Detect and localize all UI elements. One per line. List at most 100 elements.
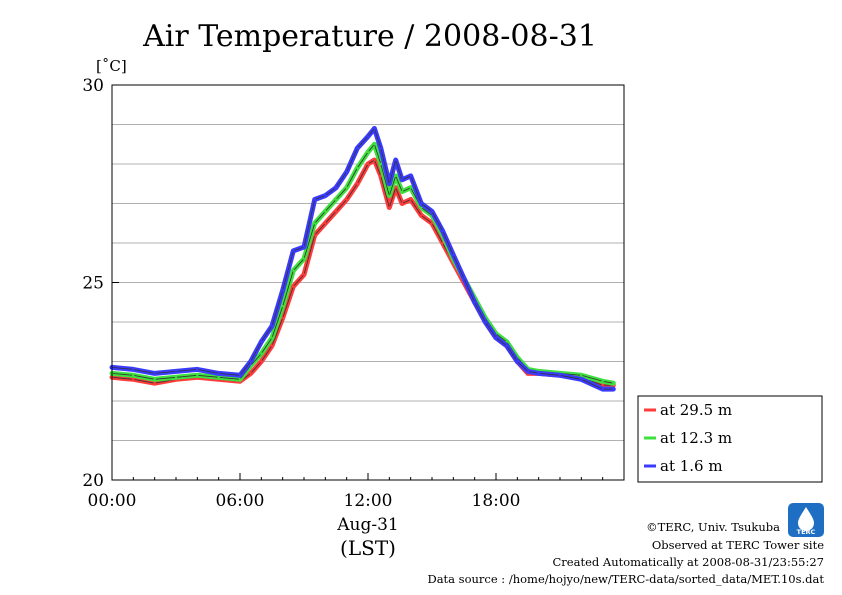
- data-point: [612, 387, 615, 391]
- chart-title: Air Temperature / 2008-08-31: [142, 19, 597, 54]
- data-point: [292, 285, 295, 288]
- legend-label: at 1.6 m: [660, 457, 723, 475]
- data-point: [394, 174, 397, 178]
- grid: [112, 124, 624, 441]
- data-point: [420, 202, 423, 205]
- data-point: [373, 143, 376, 146]
- data-point: [373, 127, 376, 130]
- legend-label: at 29.5 m: [660, 401, 732, 419]
- data-point: [388, 182, 391, 185]
- logo-text: TERC: [797, 528, 816, 536]
- terc-logo: TERC: [788, 503, 824, 537]
- data-point: [441, 229, 444, 233]
- data-point: [313, 198, 316, 201]
- data-point: [400, 178, 404, 181]
- data-point: [394, 186, 397, 189]
- data-point: [281, 316, 284, 320]
- series-line-core: [111, 128, 614, 390]
- data-point: [505, 344, 508, 347]
- data-point: [400, 202, 404, 205]
- data-point: [270, 324, 274, 328]
- data-point: [292, 249, 295, 253]
- series-line-core: [111, 143, 614, 384]
- created-text: Created Automatically at 2008-08-31/23:5…: [553, 555, 825, 569]
- data-point: [324, 222, 327, 225]
- water-drop-icon: [798, 507, 814, 531]
- data-point: [238, 378, 242, 381]
- data-point: [601, 380, 604, 383]
- data-point: [516, 360, 519, 363]
- date-label: Aug-31: [336, 515, 398, 535]
- legend-box: [637, 395, 823, 483]
- data-point: [366, 162, 370, 166]
- data-point: [292, 269, 295, 272]
- data-point: [324, 210, 327, 213]
- data-point: [388, 206, 391, 209]
- y-tick-label: 20: [82, 471, 104, 491]
- data-point: [324, 194, 327, 197]
- data-point: [313, 222, 316, 225]
- data-point: [132, 378, 135, 381]
- data-point: [281, 289, 284, 292]
- data-point: [366, 150, 370, 154]
- legend: at 29.5 m at 12.3 m at 1.6 m: [637, 395, 823, 483]
- data-point: [580, 378, 583, 381]
- data-point: [334, 198, 338, 201]
- data-point: [174, 376, 178, 379]
- data-point: [281, 305, 284, 308]
- data-point: [334, 186, 338, 189]
- data-point: [302, 257, 306, 260]
- data-point: [462, 277, 466, 280]
- data-point: [430, 210, 434, 213]
- x-axis-label: (LST): [340, 536, 396, 560]
- data-point: [196, 368, 199, 371]
- series-at-12-3-m: [109, 141, 616, 386]
- data-point: [484, 320, 487, 324]
- data-point: [430, 222, 434, 225]
- x-tick-label: 12:00: [344, 491, 393, 511]
- series-at-1-6-m: [109, 126, 616, 392]
- y-tick-label: 30: [82, 76, 104, 96]
- data-point: [409, 186, 412, 189]
- y-tick-label: 25: [82, 274, 104, 294]
- legend-label: at 12.3 m: [660, 429, 732, 447]
- data-point: [473, 301, 476, 304]
- copyright-text: ©TERC, Univ. Tsukuba: [646, 520, 780, 534]
- data-point: [366, 135, 370, 138]
- plot-frame: [111, 84, 625, 481]
- data-point: [345, 170, 348, 174]
- data-point: [270, 336, 274, 339]
- data-point: [601, 384, 604, 387]
- observed-text: Observed at TERC Tower site: [652, 538, 824, 552]
- data-point: [217, 372, 220, 375]
- data-point: [249, 360, 252, 363]
- data-point: [196, 374, 199, 377]
- data-source-text: Data source : /home/hojyo/new/TERC-data/…: [427, 572, 824, 586]
- data-point: [345, 198, 348, 201]
- data-point: [217, 376, 220, 379]
- series-line: [109, 157, 616, 388]
- data-point: [379, 147, 382, 150]
- data-point: [420, 214, 423, 217]
- data-point: [132, 368, 135, 371]
- series-line: [109, 126, 616, 392]
- data-point: [302, 245, 306, 249]
- data-point: [270, 344, 274, 347]
- data-point: [313, 233, 316, 237]
- data-point: [356, 147, 359, 150]
- data-point: [302, 273, 306, 276]
- data-point: [238, 374, 242, 377]
- x-tick-label: 18:00: [472, 491, 521, 511]
- x-tick-label: 00:00: [88, 491, 137, 511]
- data-point: [249, 372, 252, 375]
- data-point: [174, 370, 178, 373]
- series-line: [109, 141, 616, 386]
- data-point: [494, 336, 498, 339]
- data-point: [153, 378, 156, 381]
- data-point: [153, 382, 156, 385]
- data-point: [379, 162, 382, 166]
- data-point: [537, 372, 540, 375]
- data-point: [580, 374, 583, 377]
- data-point: [394, 158, 397, 162]
